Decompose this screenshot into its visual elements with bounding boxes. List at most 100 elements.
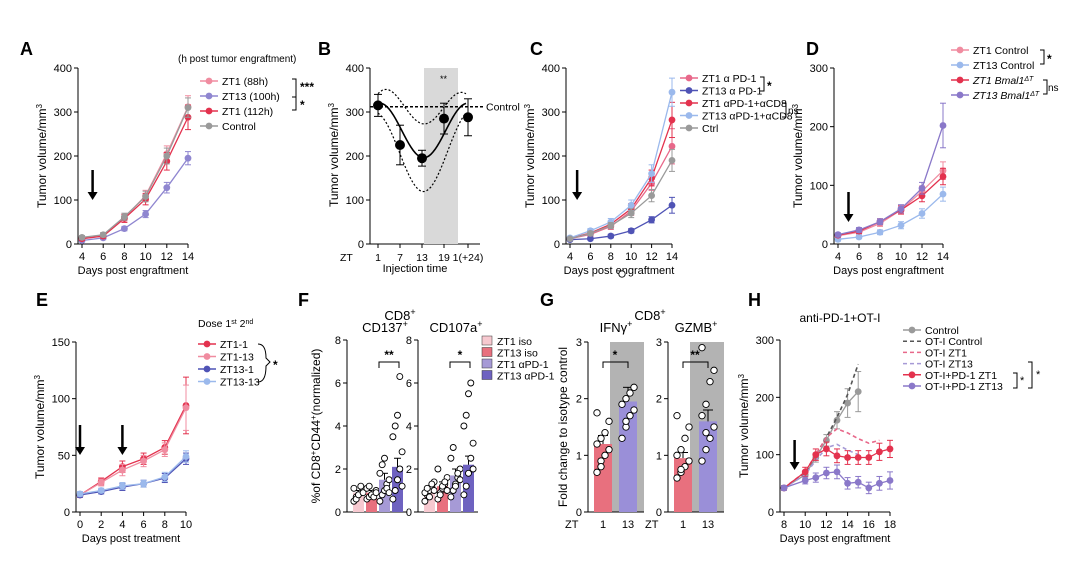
injection-arrow-head [843, 214, 854, 222]
data-point [465, 469, 472, 477]
legend-marker [205, 77, 213, 85]
text-part: ZT1 Control [973, 45, 1028, 57]
data-point [389, 495, 397, 503]
data-point [622, 417, 630, 425]
data-point [648, 216, 655, 224]
data-point [467, 379, 475, 387]
legend-marker [685, 74, 693, 82]
legend-label: OT-I ZT1 [925, 347, 967, 359]
data-point [834, 231, 842, 239]
series-line [81, 116, 189, 240]
sig-bracket [449, 361, 471, 368]
data-point [381, 454, 388, 462]
data-point [627, 227, 635, 235]
data-point [626, 412, 634, 420]
y-tick-label: 4 [335, 421, 341, 433]
x-tick-label: 14 [841, 519, 853, 531]
x-tick-label: 6 [587, 251, 593, 263]
text-part: Tumor volume/mm [33, 379, 47, 479]
data-point [396, 465, 404, 473]
data-point [601, 451, 609, 459]
data-point [593, 440, 601, 448]
x-tick-label: 19 [438, 252, 450, 264]
text-part: CD137 [362, 320, 402, 335]
data-point [460, 491, 468, 499]
data-point [844, 454, 851, 461]
legend-label: ZT13 Bmal1ΔT [972, 90, 1040, 102]
data-point [886, 477, 894, 484]
x-tick-label: 8 [121, 251, 127, 263]
x-tick-label: 13 [702, 519, 714, 531]
y-tick-label: 4 [406, 421, 412, 433]
significance: ** [384, 348, 394, 362]
y-tick-label: 0 [358, 239, 364, 251]
legend-marker [203, 378, 211, 385]
x-tick-label: 4 [119, 519, 125, 531]
x-tick-label: 12 [645, 251, 657, 263]
panel-letter: C [530, 39, 543, 59]
data-point [460, 422, 468, 430]
data-point [385, 476, 393, 484]
x-prefix: ZT [340, 252, 353, 264]
data-point [627, 201, 635, 209]
data-point [812, 451, 820, 459]
legend-label: ZT1 (112h) [222, 106, 273, 118]
legend-marker [203, 353, 211, 360]
data-point [939, 122, 947, 129]
x-tick-label: 12 [916, 251, 928, 263]
data-point [668, 142, 676, 150]
x-axis-label: Days post engraftment [78, 265, 189, 277]
sig-bracket [1040, 49, 1045, 65]
superscript: + [309, 415, 318, 420]
x-tick-label: 7 [397, 252, 403, 264]
axes-D: 0 100 200 300 4 6 8 10 12 14 Days post engraftment… [791, 45, 1059, 277]
data-point [357, 482, 365, 490]
sig-bracket [1043, 79, 1048, 95]
x-tick-label: 12 [820, 519, 832, 531]
data-point [434, 465, 442, 473]
superscript: + [712, 319, 717, 329]
legend-label: OT-I Control [925, 336, 982, 348]
data-point [142, 210, 150, 218]
significance: * [273, 358, 278, 372]
text-part: IFNγ [600, 320, 628, 335]
legend-label: ZT1 Bmal1ΔT [972, 75, 1034, 87]
data-point [469, 465, 477, 473]
data-point [706, 378, 714, 386]
x-tick-label: 6 [856, 251, 862, 263]
x-axis-label: Days post engraftment [780, 533, 891, 545]
data-point [876, 228, 884, 236]
series-line [79, 405, 187, 496]
series-line [783, 427, 880, 489]
y-tick-label: 6 [406, 378, 412, 390]
data-point [421, 497, 429, 505]
text-part: CD8 [634, 308, 660, 323]
data-point [462, 411, 470, 419]
superscript: 3 [35, 103, 44, 108]
significance: * [300, 98, 305, 112]
legend-label: ZT13 (100h) [222, 91, 280, 103]
text-part: %of CD8 [309, 455, 323, 503]
data-point [443, 487, 451, 494]
axes-A: 0 100 200 300 400 4 6 8 10 12 14 Days post engraftm… [35, 54, 315, 277]
data-point [396, 373, 404, 380]
legend-title: Dose 1st 2nd [198, 318, 253, 330]
legend-label: ZT13 iso [497, 348, 538, 360]
y-tick-label: 100 [52, 394, 70, 406]
bar [353, 492, 364, 512]
y-tick-label: 300 [756, 335, 774, 347]
series-line [783, 471, 891, 489]
series-line [569, 146, 673, 240]
data-point [76, 490, 84, 498]
x-tick-label: 16 [863, 519, 875, 531]
x-tick-label: 10 [799, 519, 811, 531]
text-part: CD107a [430, 320, 478, 335]
legend-label: ZT13 Control [973, 60, 1034, 72]
text-part: Tumor volume/mm [35, 108, 49, 208]
sig-bracket [760, 76, 765, 92]
legend-label: ZT1 αPD-1+αCD8 [702, 98, 787, 110]
data-point [463, 112, 473, 123]
text-part: ZT13 Bmal1 [972, 90, 1030, 102]
injection-arrow-head [75, 447, 85, 455]
